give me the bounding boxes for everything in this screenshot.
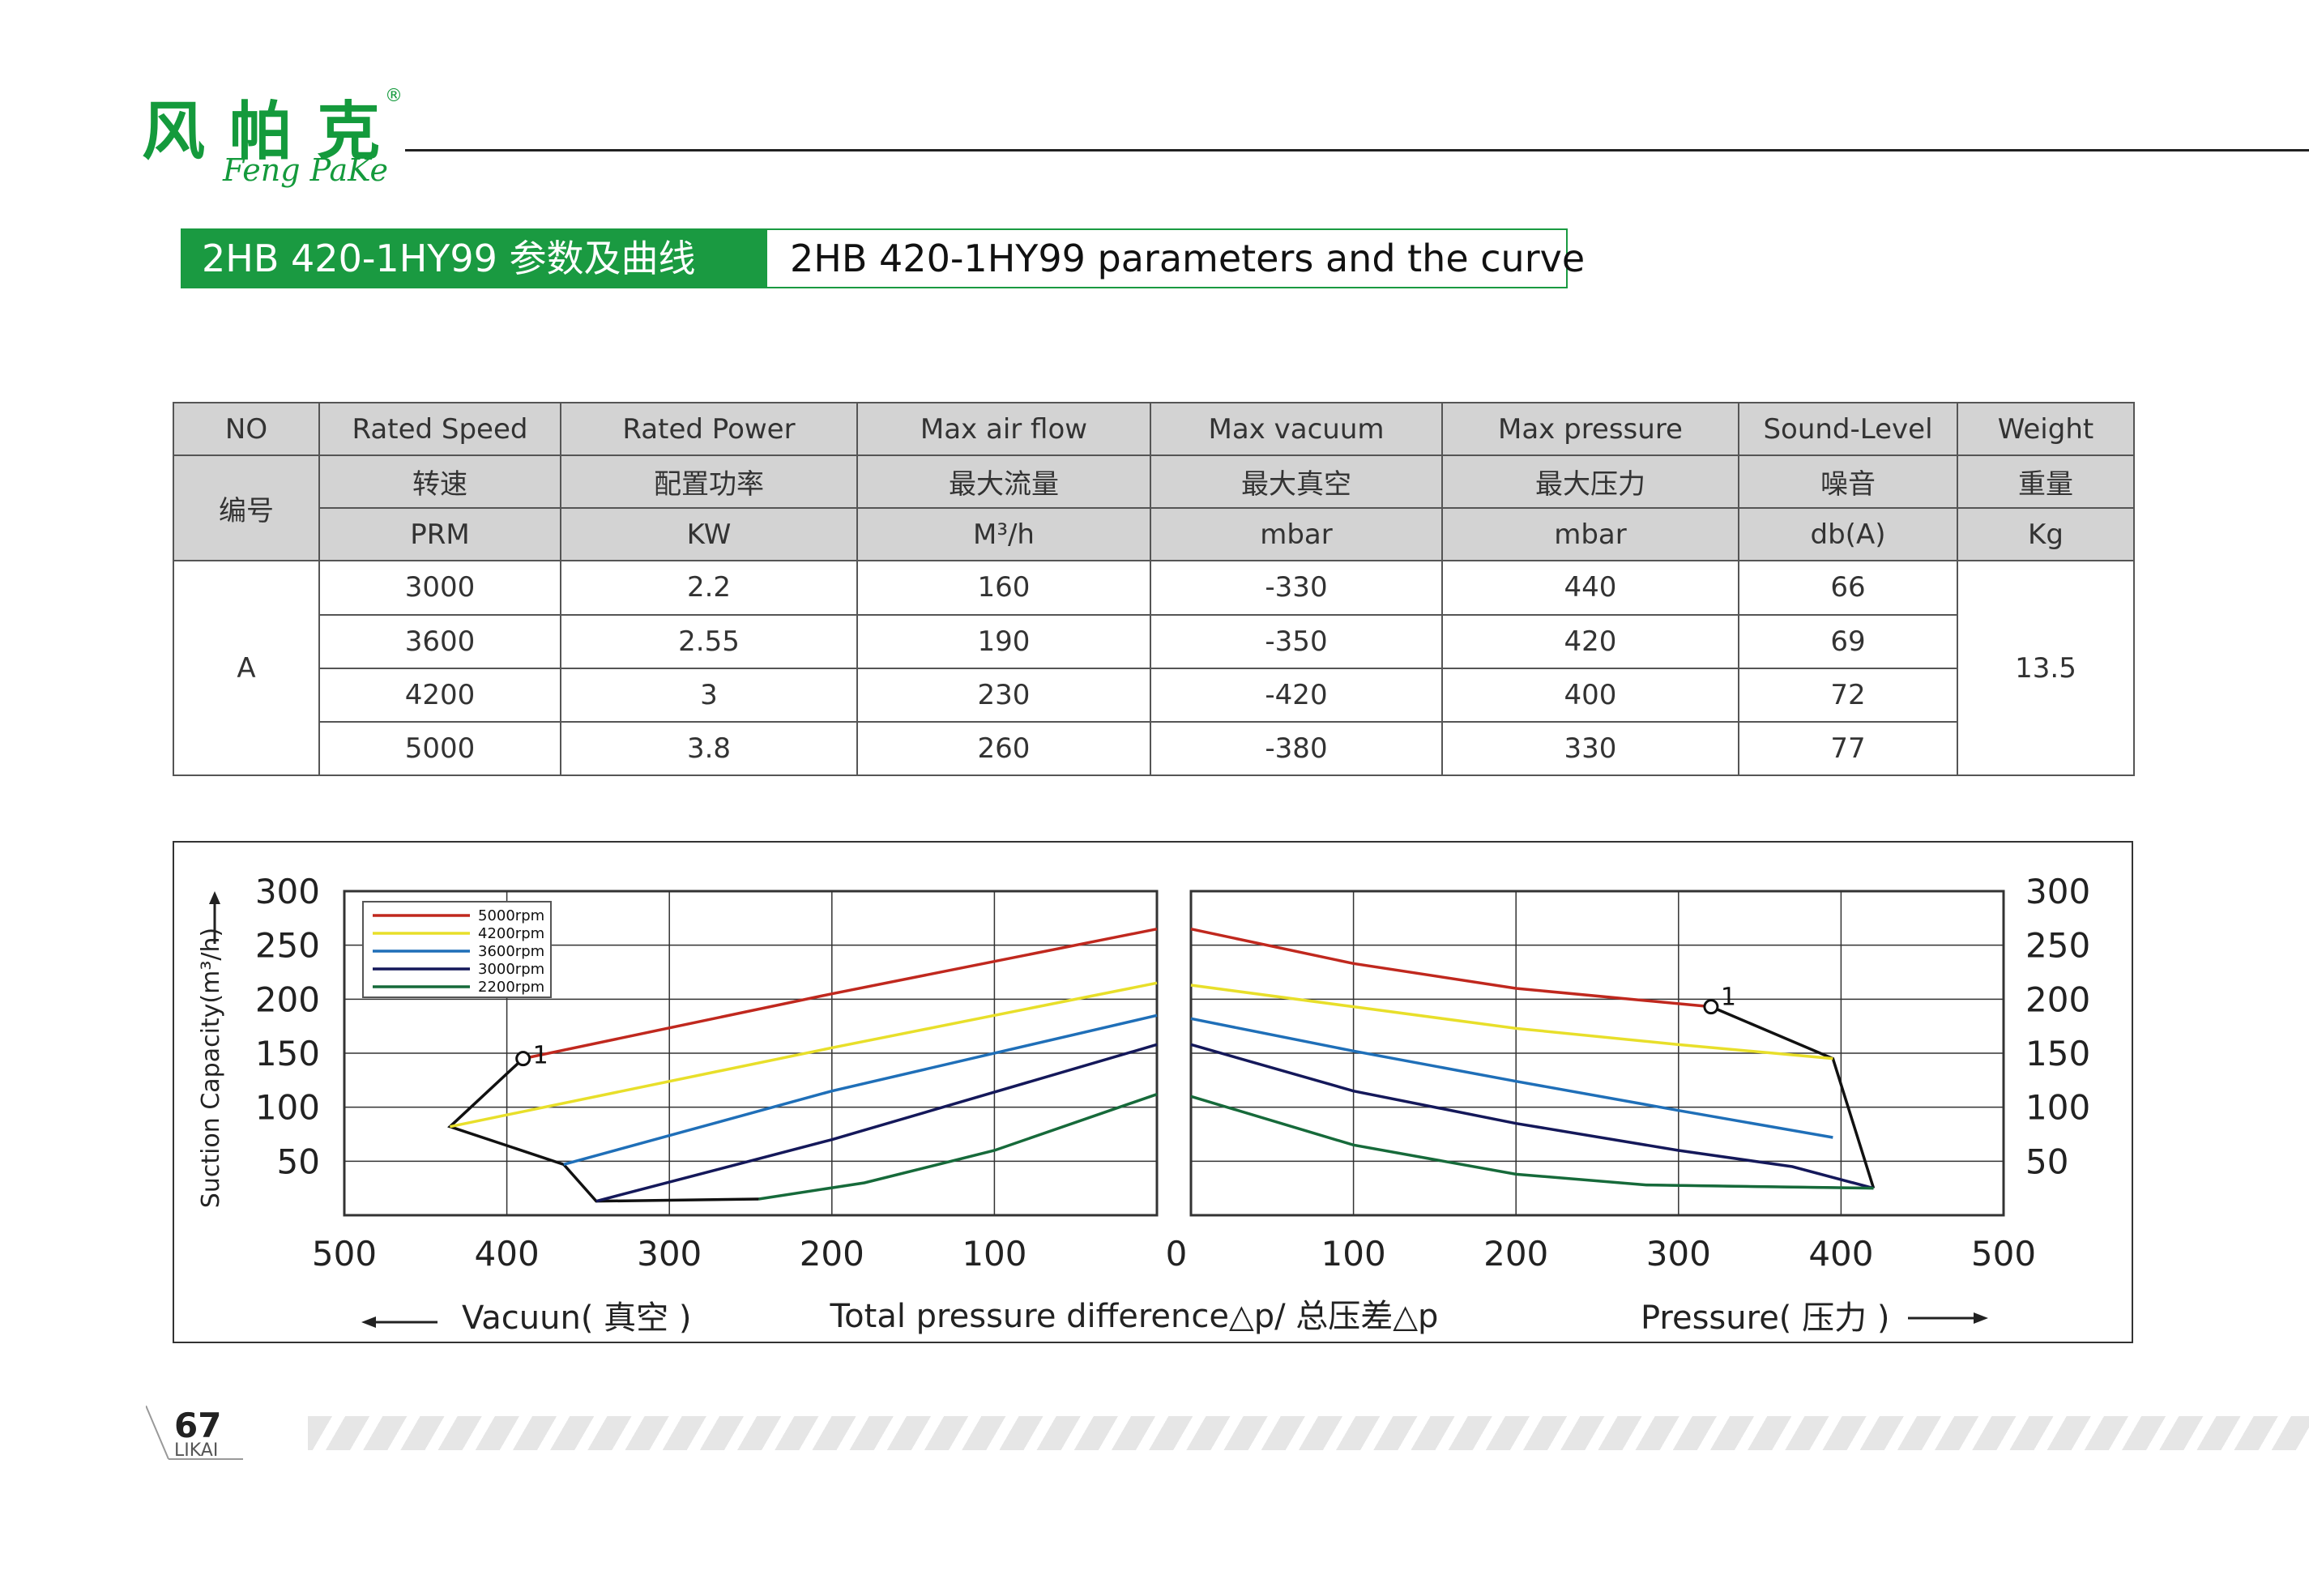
brand-logo: 风帕克 ® Feng PaKe xyxy=(142,81,417,194)
table-cell: 260 xyxy=(856,720,1151,777)
table-cell: 420 xyxy=(1441,613,1739,669)
performance-chart-frame xyxy=(173,841,2133,1343)
unit-noise: db(A) xyxy=(1738,507,1958,562)
unit-pressure: mbar xyxy=(1441,507,1739,562)
title-en: 2HB 420-1HY99 parameters and the curve xyxy=(766,228,1585,288)
table-cell: 230 xyxy=(856,667,1151,723)
header-max-pressure: Max pressure xyxy=(1441,401,1739,457)
header-max-air-flow: Max air flow xyxy=(856,401,1151,457)
table-cell: 400 xyxy=(1441,667,1739,723)
brand-name-en: Feng PaKe xyxy=(223,152,389,188)
parameter-table: NO Rated Speed Rated Power Max air flow … xyxy=(173,401,2135,777)
header-sound-level: Sound-Level xyxy=(1738,401,1958,457)
footer-slash-icon xyxy=(146,1406,243,1460)
model-cell: A xyxy=(173,560,320,776)
header-row-unit: PRM KW M³/h mbar mbar db(A) Kg xyxy=(173,507,2135,562)
header-row-cn: 编号 转速 配置功率 最大流量 最大真空 最大压力 噪音 重量 xyxy=(173,454,2135,562)
table-row: 4200 3 230 -420 400 72 xyxy=(173,667,2134,723)
title-bar: 2HB 420-1HY99 参数及曲线 2HB 420-1HY99 parame… xyxy=(181,228,1585,288)
table-cell: 3 xyxy=(560,667,858,723)
header-flow-cn: 最大流量 xyxy=(856,454,1151,510)
header-speed-cn: 转速 xyxy=(318,454,561,510)
header-row-en: NO Rated Speed Rated Power Max air flow … xyxy=(173,401,2135,457)
header-rule xyxy=(405,149,2309,151)
unit-vacuum: mbar xyxy=(1150,507,1443,562)
table-cell: -350 xyxy=(1150,613,1443,669)
unit-weight: Kg xyxy=(1957,507,2135,562)
table-cell: -420 xyxy=(1150,667,1443,723)
table-cell: 72 xyxy=(1738,667,1958,723)
title-cn: 2HB 420-1HY99 参数及曲线 xyxy=(181,228,766,288)
registered-mark: ® xyxy=(385,86,403,106)
table-cell: 440 xyxy=(1441,560,1739,616)
table-row: 3600 2.55 190 -350 420 69 xyxy=(173,613,2134,669)
header-no-cn: 编号 xyxy=(173,454,320,562)
header-power-cn: 配置功率 xyxy=(560,454,858,510)
table-cell: 2.55 xyxy=(560,613,858,669)
table-cell: 160 xyxy=(856,560,1151,616)
table-cell: 3600 xyxy=(318,613,561,669)
page-number: 67 xyxy=(174,1406,222,1445)
unit-speed: PRM xyxy=(318,507,561,562)
header-rated-power: Rated Power xyxy=(560,401,858,457)
header-weight-cn: 重量 xyxy=(1957,454,2135,510)
table-row: A 3000 2.2 160 -330 440 66 13.5 xyxy=(173,560,2135,776)
weight-cell: 13.5 xyxy=(1957,560,2135,776)
header-noise-cn: 噪音 xyxy=(1738,454,1958,510)
table-cell: 69 xyxy=(1738,613,1958,669)
header-weight: Weight xyxy=(1957,401,2135,457)
table-cell: -330 xyxy=(1150,560,1443,616)
table-cell: 3000 xyxy=(318,560,561,616)
table-cell: 190 xyxy=(856,613,1151,669)
table-cell: 66 xyxy=(1738,560,1958,616)
table-cell: 2.2 xyxy=(560,560,858,616)
footer-stripe xyxy=(308,1416,2309,1450)
table-cell: 330 xyxy=(1441,720,1739,777)
table-cell: 4200 xyxy=(318,667,561,723)
table-cell: -380 xyxy=(1150,720,1443,777)
header-pressure-cn: 最大压力 xyxy=(1441,454,1739,510)
table-row: 5000 3.8 260 -380 330 77 xyxy=(173,720,2134,777)
table-cell: 5000 xyxy=(318,720,561,777)
table-cell: 3.8 xyxy=(560,720,858,777)
unit-power: KW xyxy=(560,507,858,562)
brand-name-cn: 风帕克 xyxy=(142,95,405,169)
header-rated-speed: Rated Speed xyxy=(318,401,561,457)
unit-flow: M³/h xyxy=(856,507,1151,562)
header-max-vacuum: Max vacuum xyxy=(1150,401,1443,457)
header-no: NO xyxy=(173,401,320,457)
header-vacuum-cn: 最大真空 xyxy=(1150,454,1443,510)
footer-brand: LIKAI xyxy=(174,1440,219,1461)
table-cell: 77 xyxy=(1738,720,1958,777)
